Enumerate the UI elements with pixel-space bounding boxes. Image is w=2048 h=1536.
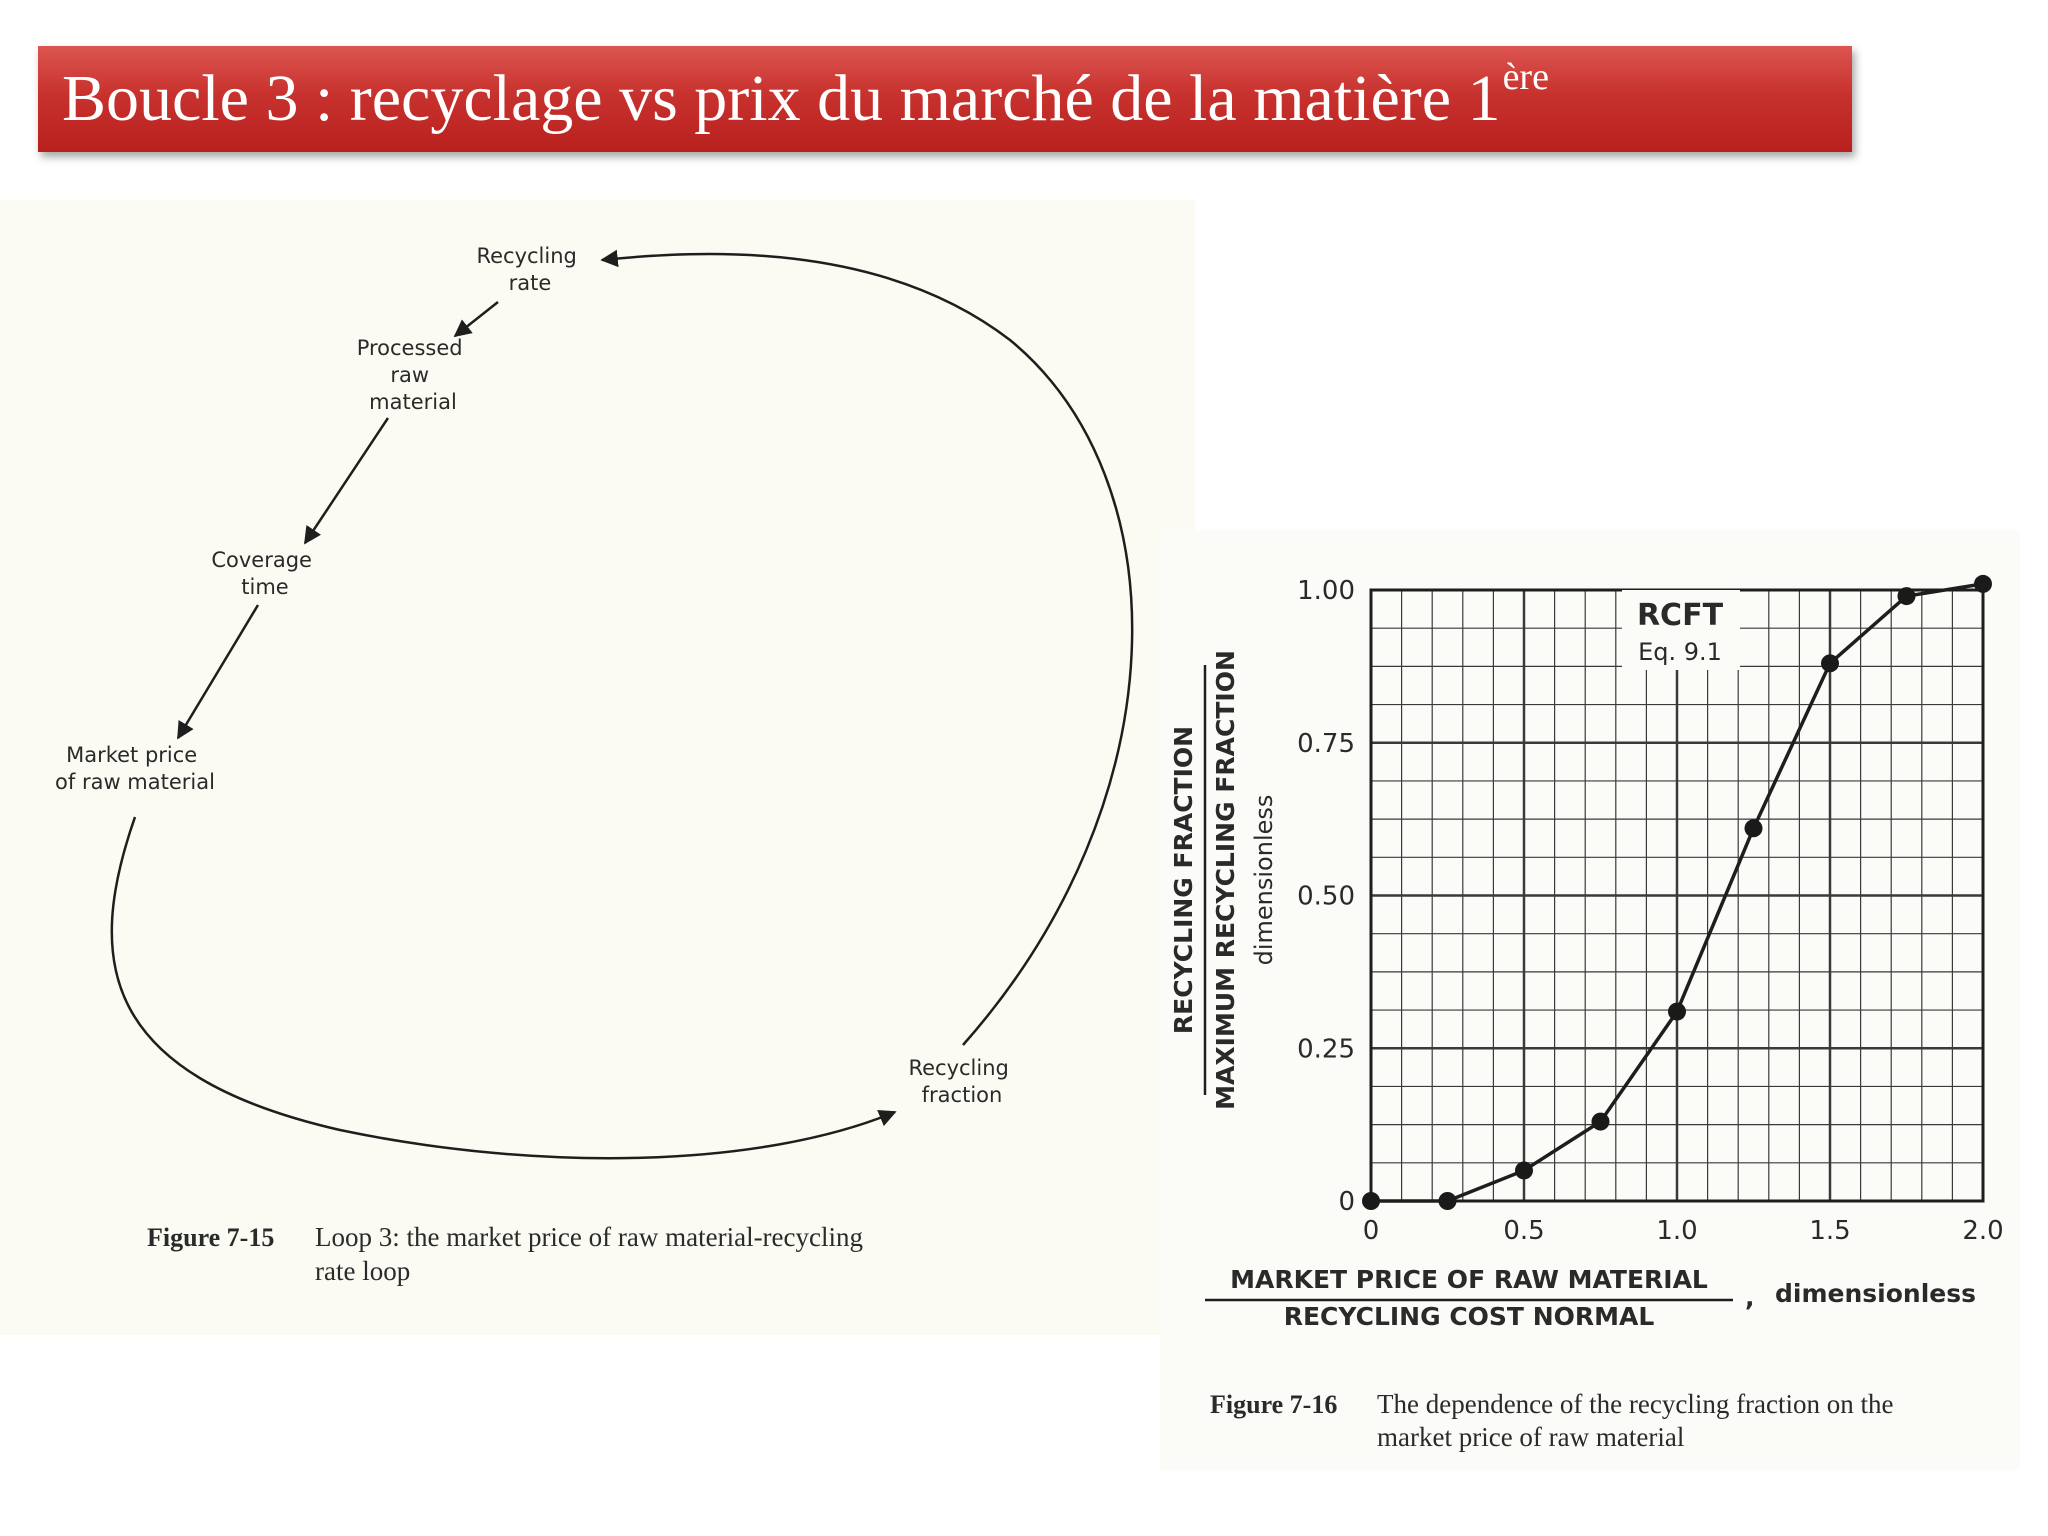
node-market-price: Market price of raw material xyxy=(55,743,215,794)
data-point xyxy=(1821,654,1839,673)
slide-title-superscript: ère xyxy=(1502,56,1549,98)
y-axis-denominator: MAXIMUM RECYCLING FRACTION xyxy=(1211,650,1240,1110)
loop-caption-number: Figure 7-15 xyxy=(147,1223,274,1252)
annotation-title: RCFT xyxy=(1637,598,1724,633)
annotation-subtitle: Eq. 9.1 xyxy=(1638,638,1722,666)
loop-caption-line2: rate loop xyxy=(315,1256,410,1286)
x-axis-denominator: RECYCLING COST NORMAL xyxy=(1284,1302,1655,1331)
x-tick-label: 0 xyxy=(1363,1216,1380,1246)
data-point xyxy=(1591,1112,1610,1131)
node-market-price-line2: of raw material xyxy=(55,770,215,794)
y-axis-label: RECYCLING FRACTION MAXIMUM RECYCLING FRA… xyxy=(1169,650,1278,1110)
node-processed-line2: raw xyxy=(390,363,429,387)
slide-title-main: Boucle 3 : recyclage vs prix du marché d… xyxy=(62,62,1501,135)
node-recycling-rate: Recycling rate xyxy=(476,244,583,295)
data-point xyxy=(1668,1002,1686,1021)
data-point xyxy=(1515,1161,1533,1180)
loop-figure-panel xyxy=(0,200,1195,1335)
loop-caption-line1: Loop 3: the market price of raw material… xyxy=(315,1222,863,1252)
node-recycling-fraction-line1: Recycling xyxy=(908,1056,1008,1080)
node-recycling-fraction: Recycling fraction xyxy=(908,1056,1015,1107)
data-point xyxy=(1974,574,1992,593)
annotation-box xyxy=(1622,590,1740,670)
node-recycling-rate-line2: rate xyxy=(509,271,552,295)
node-coverage-line1: Coverage xyxy=(211,548,312,572)
y-tick-label: 1.00 xyxy=(1297,576,1355,606)
chart-figure-panel xyxy=(1160,530,2020,1470)
arrow-coverage-to-price xyxy=(176,604,260,740)
chart-caption-number: Figure 7-16 xyxy=(1210,1390,1337,1419)
node-recycling-rate-line1: Recycling xyxy=(476,244,576,268)
arrow-rate-to-processed xyxy=(453,301,499,338)
arrow-price-to-fraction xyxy=(110,816,897,1160)
y-axis-suffix: dimensionless xyxy=(1250,795,1278,966)
x-tick-label: 1.0 xyxy=(1656,1216,1697,1246)
node-processed-line1: Processed xyxy=(357,336,463,360)
y-tick-label: 0.25 xyxy=(1297,1034,1355,1064)
node-market-price-line1: Market price xyxy=(66,743,197,767)
series-points xyxy=(1362,574,1992,1210)
y-tick-label: 0.50 xyxy=(1297,882,1355,912)
chart-grid xyxy=(1371,590,1983,1201)
node-processed-line3: material xyxy=(369,390,457,414)
chart-caption-line2: market price of raw material xyxy=(1377,1422,1684,1452)
data-point xyxy=(1438,1192,1457,1210)
x-axis-numerator: MARKET PRICE OF RAW MATERIAL xyxy=(1230,1265,1708,1294)
data-point xyxy=(1897,587,1916,606)
arrow-processed-to-coverage xyxy=(303,417,390,545)
y-axis-numerator: RECYCLING FRACTION xyxy=(1169,726,1198,1034)
slide-title: Boucle 3 : recyclage vs prix du marché d… xyxy=(62,58,1549,132)
node-processed-raw-material: Processed raw material xyxy=(357,336,470,414)
x-axis-suffix: dimensionless xyxy=(1775,1279,1976,1308)
data-point xyxy=(1744,819,1763,838)
x-axis-separator: , xyxy=(1745,1283,1755,1312)
chart-tick-labels: 0 0.5 1.0 1.5 2.0 0 0.25 0.50 0.75 1.00 xyxy=(1297,576,2004,1246)
node-recycling-fraction-line2: fraction xyxy=(922,1083,1003,1107)
y-tick-label: 0 xyxy=(1338,1187,1355,1217)
y-tick-label: 0.75 xyxy=(1297,729,1355,759)
x-tick-label: 1.5 xyxy=(1809,1216,1850,1246)
x-tick-label: 0.5 xyxy=(1503,1216,1544,1246)
node-coverage-time: Coverage time xyxy=(211,548,318,599)
arrow-fraction-to-rate xyxy=(600,249,1134,1046)
node-coverage-line2: time xyxy=(241,575,288,599)
x-tick-label: 2.0 xyxy=(1962,1216,2003,1246)
chart-caption-line1: The dependence of the recycling fraction… xyxy=(1377,1389,1894,1419)
data-point xyxy=(1362,1192,1380,1210)
slide-title-bar: Boucle 3 : recyclage vs prix du marché d… xyxy=(38,46,1852,152)
